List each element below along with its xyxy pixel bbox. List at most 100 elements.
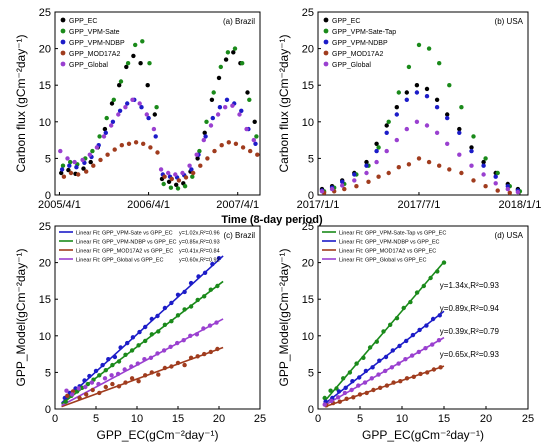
data-point	[68, 170, 74, 176]
data-point	[169, 300, 174, 306]
data-point	[225, 50, 231, 55]
data-point	[85, 381, 91, 387]
legend-entry: GPP_Global	[332, 62, 371, 69]
data-point	[133, 140, 139, 145]
fit-equation: y=0.41x,R²=0.84	[179, 249, 220, 255]
data-point	[209, 97, 215, 103]
legend-entry: GPP_MOD17A2	[332, 51, 383, 58]
fit-equation: y=0.65x,R²=0.93	[440, 350, 500, 359]
data-point	[188, 280, 194, 286]
y-tick-label: 10	[302, 117, 314, 129]
data-point	[74, 165, 79, 170]
data-point	[384, 123, 389, 128]
data-point	[59, 167, 65, 172]
fit-line	[324, 365, 445, 408]
data-point	[437, 163, 442, 168]
data-point	[118, 345, 123, 350]
shared-time-axis-label: Time (8-day period)	[221, 214, 323, 226]
data-point	[370, 365, 375, 370]
data-point	[149, 370, 154, 375]
data-point	[145, 83, 150, 88]
data-point	[441, 260, 447, 265]
legend-marker	[60, 17, 66, 23]
legend-entry: Linear Fit: GPP_VPM-Sate vs GPP_EC	[76, 231, 173, 237]
data-point	[116, 359, 122, 364]
legend-entry: GPP_EC	[332, 18, 360, 25]
data-point	[188, 304, 194, 309]
data-point	[168, 185, 174, 190]
data-point	[493, 174, 498, 179]
data-point	[354, 184, 359, 189]
y-tick-label: 20	[302, 44, 314, 56]
data-point	[109, 123, 114, 128]
data-point	[129, 348, 135, 353]
data-point	[233, 141, 239, 146]
data-point	[428, 275, 433, 281]
data-point	[84, 169, 89, 174]
data-point	[445, 112, 450, 117]
data-point	[469, 145, 474, 150]
y-tick-label: 25	[302, 221, 314, 233]
data-point	[364, 390, 369, 396]
data-point	[169, 176, 174, 182]
data-point	[425, 370, 430, 375]
data-point	[109, 373, 114, 378]
data-point	[66, 167, 71, 173]
data-point	[97, 390, 102, 396]
data-point	[176, 178, 182, 183]
data-point	[384, 383, 390, 388]
data-point	[203, 134, 208, 139]
data-point	[125, 61, 131, 66]
data-point	[149, 332, 154, 337]
data-point	[357, 392, 363, 397]
data-point	[351, 395, 356, 400]
legend-marker	[323, 50, 329, 56]
data-point	[515, 189, 521, 195]
data-point	[106, 357, 111, 362]
data-point	[349, 387, 354, 393]
legend-marker	[60, 50, 66, 56]
data-point	[416, 349, 421, 355]
data-point	[376, 174, 381, 179]
x-tick-label: 2018/1/1	[499, 199, 542, 211]
data-point	[230, 103, 235, 108]
data-point	[63, 399, 68, 404]
data-point	[240, 61, 245, 66]
data-point	[457, 130, 462, 135]
data-point	[459, 105, 464, 110]
data-point	[394, 112, 399, 117]
fit-equation: y=0.39x,R²=0.79	[440, 327, 500, 336]
data-point	[205, 156, 210, 161]
data-point	[180, 170, 185, 176]
data-point	[129, 364, 134, 369]
data-point	[100, 362, 105, 368]
data-point	[434, 105, 440, 110]
y-tick-label: 20	[39, 258, 51, 270]
data-point	[195, 354, 200, 359]
legend-entry: Linear Fit: GPP_Global vs GPP_EC	[339, 258, 426, 264]
data-point	[190, 174, 195, 179]
data-point	[76, 386, 82, 391]
data-point	[195, 156, 200, 161]
data-point	[255, 152, 260, 157]
data-point	[166, 179, 172, 184]
data-point	[404, 376, 410, 381]
data-point	[175, 313, 181, 318]
data-point	[169, 364, 174, 369]
data-point	[129, 376, 135, 381]
data-point	[388, 322, 393, 327]
data-point	[374, 159, 379, 165]
data-point	[81, 166, 86, 171]
data-point	[110, 381, 115, 387]
legend-entry: GPP_VPM-NDBP	[69, 40, 125, 47]
data-point	[404, 126, 409, 132]
legend-entry: Linear Fit: GPP_Global vs GPP_EC	[76, 258, 163, 264]
data-point	[155, 150, 160, 155]
fit-equation: y=1.02x,R²=0.96	[179, 231, 220, 237]
data-point	[60, 163, 66, 168]
data-point	[210, 261, 215, 267]
data-point	[391, 380, 396, 385]
data-point	[436, 338, 442, 343]
data-point	[65, 393, 70, 398]
